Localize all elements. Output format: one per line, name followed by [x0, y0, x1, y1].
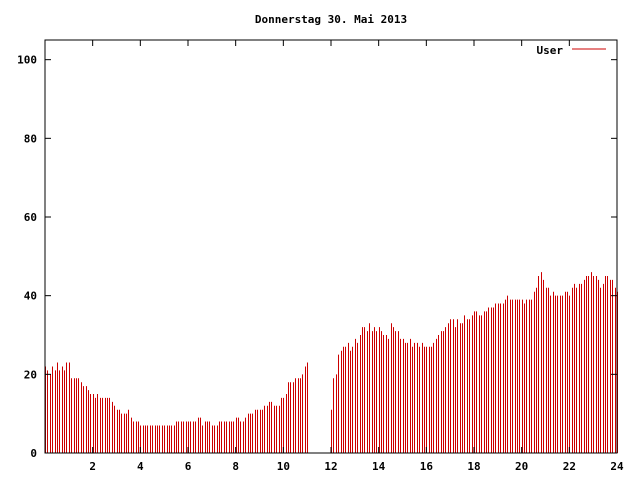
- legend-label: User: [537, 44, 564, 57]
- x-tick-label: 24: [610, 460, 624, 473]
- plot-frame: [44, 39, 618, 454]
- x-tick-label: 22: [563, 460, 576, 473]
- y-tick-label: 20: [24, 368, 37, 381]
- y-tick-label: 0: [30, 447, 37, 460]
- x-tick-label: 4: [137, 460, 144, 473]
- y-tick-label: 40: [24, 290, 37, 303]
- y-tick-label: 60: [24, 211, 37, 224]
- x-tick-label: 2: [89, 460, 96, 473]
- chart-title: Donnerstag 30. Mai 2013: [255, 13, 407, 26]
- x-tick-label: 10: [277, 460, 290, 473]
- bars-group: [45, 272, 618, 453]
- y-tick-label: 100: [17, 54, 37, 67]
- x-tick-label: 20: [515, 460, 528, 473]
- y-tick-label: 80: [24, 132, 37, 145]
- x-tick-label: 8: [232, 460, 239, 473]
- x-tick-label: 18: [467, 460, 480, 473]
- x-tick-label: 14: [372, 460, 386, 473]
- x-tick-label: 12: [324, 460, 337, 473]
- x-tick-label: 6: [185, 460, 192, 473]
- legend: User: [537, 44, 606, 57]
- x-tick-label: 16: [420, 460, 434, 473]
